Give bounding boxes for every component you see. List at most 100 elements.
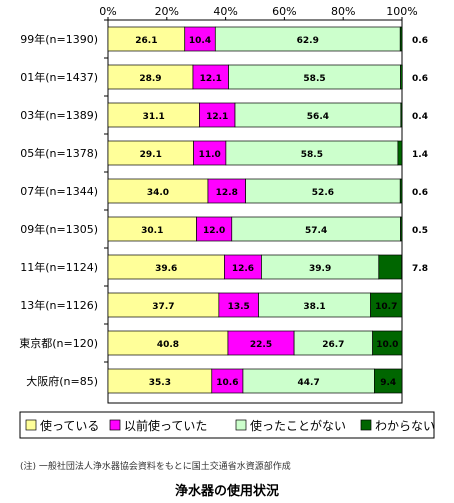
bar-segment — [107, 102, 200, 128]
data-label: 37.7 — [152, 302, 174, 312]
data-label: 58.5 — [303, 74, 325, 84]
bar-segment — [107, 254, 225, 280]
data-label: 38.1 — [303, 302, 325, 312]
legend-label: 使ったことがない — [250, 418, 346, 433]
bar-segment — [211, 368, 244, 394]
data-label: 62.9 — [297, 36, 319, 46]
bar-segment — [400, 102, 403, 128]
data-label: 40.8 — [157, 340, 179, 350]
data-label: 29.1 — [140, 150, 162, 160]
legend-label: 以前使っていた — [124, 418, 207, 433]
data-label: 0.4 — [412, 112, 428, 122]
data-label: 12.6 — [232, 264, 254, 274]
bar-segment — [228, 64, 401, 90]
bar-segment — [107, 368, 213, 394]
bar-segment — [400, 216, 403, 242]
category-label: 99年(n=1390) — [20, 32, 98, 46]
data-label: 13.5 — [228, 302, 250, 312]
category-label: 03年(n=1389) — [20, 108, 98, 122]
bar-segment — [107, 216, 197, 242]
bar-segment — [400, 64, 403, 90]
category-label: 11年(n=1124) — [20, 260, 98, 274]
data-label: 7.8 — [412, 264, 428, 274]
legend-label: 使っている — [40, 418, 99, 433]
data-label: 11.0 — [199, 150, 221, 160]
data-label: 26.1 — [135, 36, 157, 46]
data-label: 12.8 — [216, 188, 238, 198]
bar-segment — [184, 26, 216, 52]
data-label: 12.1 — [206, 112, 228, 122]
category-label: 13年(n=1126) — [20, 298, 98, 312]
category-label: 09年(n=1305) — [20, 222, 98, 236]
bar-segment — [231, 216, 401, 242]
data-label: 26.7 — [322, 340, 344, 350]
data-label: 39.6 — [155, 264, 177, 274]
bar-segment — [107, 140, 194, 166]
data-label: 39.9 — [309, 264, 331, 274]
bar-segment — [207, 178, 246, 204]
data-label: 1.4 — [412, 150, 428, 160]
x-tick-label: 0% — [99, 5, 116, 18]
data-label: 10.0 — [376, 340, 398, 350]
data-label: 30.1 — [141, 226, 163, 236]
data-label: 10.6 — [216, 378, 238, 388]
bar-segment — [214, 26, 401, 52]
data-label: 52.6 — [312, 188, 334, 198]
x-tick-label: 20% — [155, 5, 179, 18]
legend-swatch — [25, 419, 37, 431]
bar-segment — [374, 368, 403, 394]
category-label: 05年(n=1378) — [20, 146, 98, 160]
data-label: 56.4 — [307, 112, 329, 122]
data-label: 22.5 — [250, 340, 272, 350]
data-label: 12.1 — [200, 74, 222, 84]
legend-label: わからない — [375, 419, 435, 433]
data-label: 34.0 — [147, 188, 169, 198]
category-label: 07年(n=1344) — [20, 184, 98, 198]
bar-segment — [224, 254, 262, 280]
bar-segment — [107, 64, 194, 90]
x-tick-label: 80% — [331, 5, 355, 18]
category-label: 東京都(n=120) — [19, 336, 98, 350]
data-label: 9.4 — [380, 378, 396, 388]
data-label: 10.7 — [375, 302, 397, 312]
bar-segment — [372, 330, 403, 356]
category-label: 01年(n=1437) — [20, 70, 98, 84]
data-label: 28.9 — [139, 74, 161, 84]
data-label: 57.4 — [305, 226, 327, 236]
bar-segment — [234, 102, 402, 128]
plot-frame — [107, 19, 403, 404]
legend-swatch — [235, 419, 247, 431]
bar-segment — [107, 26, 186, 52]
bar-segment — [107, 330, 229, 356]
bar-segment — [378, 254, 403, 280]
bar-segment — [399, 26, 403, 52]
data-label: 0.6 — [412, 74, 428, 84]
data-label: 12.0 — [203, 226, 225, 236]
bar-segment — [397, 140, 403, 166]
data-label: 10.4 — [189, 36, 211, 46]
bar-segment — [107, 292, 220, 318]
bar-segment — [258, 292, 371, 318]
bar-segment — [242, 368, 375, 394]
data-label: 35.3 — [149, 378, 171, 388]
data-label: 58.5 — [301, 150, 323, 160]
category-label: 大阪府(n=85) — [26, 374, 98, 388]
bar-segment — [225, 140, 399, 166]
bar-segment — [199, 102, 236, 128]
legend-swatch — [109, 419, 121, 431]
data-label: 44.7 — [298, 378, 320, 388]
legend-swatch — [360, 419, 372, 431]
bar-segment — [293, 330, 373, 356]
bar-segment — [245, 178, 401, 204]
data-label: 0.6 — [412, 36, 428, 46]
data-label: 0.6 — [412, 188, 428, 198]
bar-segment — [218, 292, 259, 318]
x-tick-label: 60% — [272, 5, 296, 18]
x-tick-label: 40% — [213, 5, 237, 18]
data-label: 0.5 — [412, 226, 428, 236]
bar-segment — [370, 292, 403, 318]
bar-segment — [107, 178, 209, 204]
x-tick-label: 100% — [386, 5, 417, 18]
bar-segment — [196, 216, 233, 242]
